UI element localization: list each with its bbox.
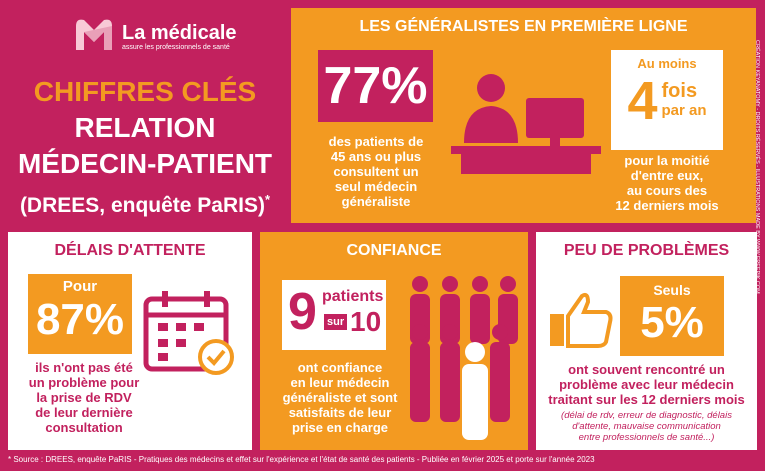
text-line: ont souvent rencontré un bbox=[568, 362, 725, 377]
asterisk: * bbox=[265, 192, 271, 207]
credit: CRÉATION KEYANATOMY - DROITS RÉSERVÉS - … bbox=[754, 40, 760, 294]
thumbs-up-icon bbox=[550, 292, 613, 348]
stat-prefix: Seuls bbox=[653, 282, 691, 298]
stat-number: 9 bbox=[288, 283, 317, 341]
stat-value: 87% bbox=[35, 295, 125, 344]
stat-box: 77% bbox=[318, 50, 433, 122]
text-line: généraliste bbox=[341, 194, 411, 209]
logo-tagline: assure les professionnels de santé bbox=[122, 44, 230, 51]
text-line: d'entre eux, bbox=[630, 168, 704, 183]
people-icon bbox=[410, 276, 518, 440]
logo-name: La médicale bbox=[122, 22, 237, 44]
text-line: de leur dernière bbox=[35, 405, 133, 420]
note-line: d'attente, mauvaise communication bbox=[572, 421, 721, 432]
text-line: 12 derniers mois bbox=[615, 198, 719, 213]
text-line: la prise de RDV bbox=[36, 390, 132, 405]
panel-delais: DÉLAIS D'ATTENTE Pour 87% ils n'ont pas … bbox=[8, 232, 252, 450]
text-line: des patients de bbox=[328, 134, 424, 149]
stat-unit: patients bbox=[322, 288, 384, 305]
stat-box: 9 patients sur 10 bbox=[282, 280, 386, 350]
note-line: (délai de rdv, erreur de diagnostic, dél… bbox=[561, 410, 732, 421]
text-line: consultent un bbox=[333, 164, 419, 179]
freq-text: pour la moitié d'entre eux, au cours des 12… bbox=[601, 153, 733, 213]
stat-total: 10 bbox=[350, 306, 382, 337]
panel-heading: LES GÉNÉRALISTES EN PREMIÈRE LIGNE bbox=[359, 18, 688, 35]
stat-value: 5% bbox=[640, 298, 704, 347]
calendar-icon bbox=[143, 291, 234, 375]
note-line: entre professionnels de santé...) bbox=[578, 432, 715, 443]
text-line: problème avec leur médecin bbox=[559, 377, 734, 392]
footer: * Source : DREES, enquête PaRIS - Pratiq… bbox=[8, 455, 595, 464]
stat-text: ont confiance en leur médecin généraliste … bbox=[270, 360, 410, 435]
freq-suffix: par an bbox=[661, 102, 707, 119]
stat-box: Seuls 5% bbox=[620, 276, 724, 356]
panel-heading: DÉLAIS D'ATTENTE bbox=[54, 242, 206, 259]
title-line: RELATION bbox=[74, 112, 216, 143]
title-line: CHIFFRES CLÉS bbox=[33, 76, 257, 107]
panel-heading: PEU DE PROBLÈMES bbox=[563, 242, 730, 259]
title-line: MÉDECIN-PATIENT bbox=[17, 148, 273, 179]
text-line: 45 ans ou plus bbox=[330, 149, 422, 164]
doctor-icon bbox=[451, 74, 601, 174]
text-line: en leur médecin bbox=[290, 375, 390, 390]
panel-generalistes: LES GÉNÉRALISTES EN PREMIÈRE LIGNE 77% d… bbox=[291, 8, 756, 223]
stat-text: ils n'ont pas été un problème pour la pris… bbox=[16, 360, 152, 435]
text-line: consultation bbox=[45, 420, 123, 435]
note: (délai de rdv, erreur de diagnostic, dél… bbox=[536, 410, 757, 443]
logo-icon bbox=[76, 19, 112, 50]
panel-heading: CONFIANCE bbox=[346, 242, 442, 259]
stat-box: Pour 87% bbox=[28, 274, 132, 354]
freq-number: 4 bbox=[627, 71, 658, 131]
text-line: prise en charge bbox=[291, 420, 389, 435]
text-line: traitant sur les 12 derniers mois bbox=[548, 392, 745, 407]
text-line: généraliste et sont bbox=[282, 390, 398, 405]
panel-confiance: CONFIANCE 9 patients sur 10 ont confianc… bbox=[260, 232, 528, 450]
text-line: seul médecin bbox=[334, 179, 418, 194]
stat-text: des patients de 45 ans ou plus consultent … bbox=[311, 134, 441, 209]
panel-problemes: PEU DE PROBLÈMES Seuls 5% ont souvent re… bbox=[536, 232, 757, 450]
freq-box: Au moins 4 fois par an bbox=[611, 50, 723, 150]
text-line: un problème pour bbox=[28, 375, 140, 390]
freq-prefix: Au moins bbox=[637, 56, 697, 71]
text-line: au cours des bbox=[626, 183, 708, 198]
text-line: pour la moitié bbox=[624, 153, 710, 168]
stat-prefix: Pour bbox=[62, 278, 98, 295]
freq-unit: fois bbox=[661, 80, 698, 102]
title-line: (DREES, enquête PaRIS) bbox=[19, 194, 265, 217]
text-line: satisfaits de leur bbox=[288, 405, 392, 420]
text-line: ils n'ont pas été bbox=[35, 360, 133, 375]
stat-sur: sur bbox=[324, 314, 348, 330]
stat-text: ont souvent rencontré un problème avec le… bbox=[536, 362, 757, 407]
text-line: ont confiance bbox=[297, 360, 383, 375]
